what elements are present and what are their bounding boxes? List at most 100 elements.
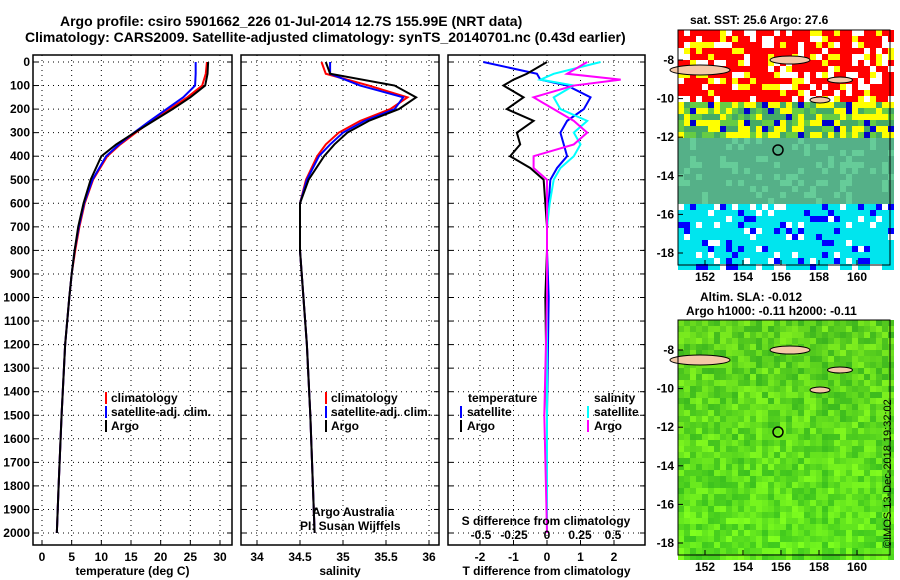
map-cell <box>714 542 720 548</box>
map-cell <box>882 332 888 338</box>
map-cell <box>696 512 702 518</box>
map-cell <box>774 174 780 180</box>
map-cell <box>720 494 726 500</box>
map-cell <box>780 180 786 186</box>
map-cell <box>834 234 840 240</box>
map-cell <box>798 36 804 42</box>
x-tick-label: 36 <box>422 550 436 564</box>
map-cell <box>810 264 816 270</box>
map-cell <box>828 192 834 198</box>
map-cell <box>768 464 774 470</box>
map-cell <box>726 192 732 198</box>
map-cell <box>708 338 714 344</box>
map-cell <box>822 470 828 476</box>
map-cell <box>720 216 726 222</box>
map-cell <box>834 72 840 78</box>
map-cell <box>732 126 738 132</box>
map-cell <box>762 174 768 180</box>
map-cell <box>702 404 708 410</box>
map-cell <box>744 144 750 150</box>
map-cell <box>684 204 690 210</box>
map-cell <box>840 536 846 542</box>
map-cell <box>852 506 858 512</box>
map-cell <box>816 186 822 192</box>
depth-tick-label: 700 <box>10 220 30 234</box>
map-cell <box>780 150 786 156</box>
map-cell <box>858 102 864 108</box>
map-cell <box>876 60 882 66</box>
map-cell <box>756 380 762 386</box>
x-tick-label: 35 <box>336 550 350 564</box>
map-cell <box>774 36 780 42</box>
map-cell <box>762 530 768 536</box>
map-cell <box>882 240 888 246</box>
map-cell <box>804 386 810 392</box>
map-cell <box>720 126 726 132</box>
map-cell <box>858 114 864 120</box>
map-cell <box>774 258 780 264</box>
map-cell <box>882 374 888 380</box>
map-cell <box>792 96 798 102</box>
map-cell <box>744 90 750 96</box>
map-cell <box>888 126 894 132</box>
lat-tick-label: -8 <box>663 343 674 357</box>
map-cell <box>786 500 792 506</box>
map-cell <box>678 392 684 398</box>
map-cell <box>804 536 810 542</box>
map-cell <box>840 240 846 246</box>
map-cell <box>858 210 864 216</box>
map-cell <box>750 356 756 362</box>
map-cell <box>744 524 750 530</box>
map-cell <box>768 246 774 252</box>
map-cell <box>888 48 894 54</box>
map-cell <box>690 210 696 216</box>
map-cell <box>852 362 858 368</box>
map-cell <box>780 458 786 464</box>
map-cell <box>882 246 888 252</box>
map-cell <box>714 72 720 78</box>
map-cell <box>858 150 864 156</box>
map-cell <box>846 90 852 96</box>
map-cell <box>846 234 852 240</box>
map-cell <box>726 84 732 90</box>
map-cell <box>678 332 684 338</box>
map-cell <box>888 392 894 398</box>
map-cell <box>852 258 858 264</box>
map-cell <box>762 198 768 204</box>
map-cell <box>798 48 804 54</box>
map-cell <box>744 240 750 246</box>
map-cell <box>822 410 828 416</box>
map-cell <box>816 344 822 350</box>
map-cell <box>750 144 756 150</box>
map-cell <box>804 362 810 368</box>
map-cell <box>864 428 870 434</box>
map-cell <box>732 96 738 102</box>
map-cell <box>738 512 744 518</box>
map-cell <box>750 404 756 410</box>
legend-label: climatology <box>111 391 178 405</box>
map-cell <box>738 404 744 410</box>
map-cell <box>780 36 786 42</box>
map-cell <box>798 416 804 422</box>
map-cell <box>882 60 888 66</box>
lon-tick-label: 156 <box>771 270 791 284</box>
map-cell <box>828 446 834 452</box>
map-cell <box>702 114 708 120</box>
land-island <box>769 55 811 65</box>
map-cell <box>798 228 804 234</box>
map-cell <box>732 60 738 66</box>
map-cell <box>858 548 864 554</box>
map-cell <box>750 120 756 126</box>
map-cell <box>786 120 792 126</box>
map-cell <box>774 42 780 48</box>
map-cell <box>858 476 864 482</box>
map-cell <box>774 542 780 548</box>
map-cell <box>762 264 768 270</box>
map-cell <box>714 60 720 66</box>
map-cell <box>834 410 840 416</box>
map-cell <box>798 482 804 488</box>
map-cell <box>810 78 816 84</box>
x-tick-label: 1 <box>577 550 584 564</box>
map-cell <box>870 320 876 326</box>
legend-label: satellite <box>467 405 512 419</box>
